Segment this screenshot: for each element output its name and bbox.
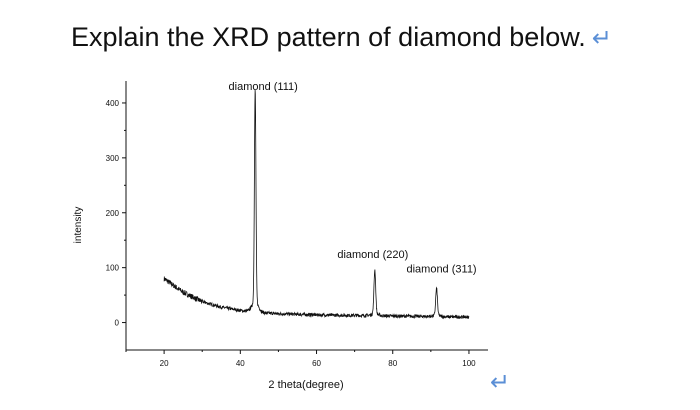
xrd-series-line (163, 89, 470, 320)
y-tick-label: 300 (106, 154, 120, 163)
peak-labels: diamond (111) diamond (220) diamond (311) (229, 81, 477, 275)
question-title: Explain the XRD pattern of diamond below… (71, 22, 612, 53)
x-tick-label: 40 (236, 359, 245, 368)
x-tick-label: 80 (388, 359, 397, 368)
peak-label: diamond (220) (337, 249, 408, 261)
y-tick-label: 0 (115, 319, 120, 328)
x-axis-label: 2 theta(degree) (268, 379, 343, 391)
y-tick-label: 400 (106, 99, 120, 108)
return-arrow-icon: ↵ (591, 24, 612, 52)
x-tick-label: 100 (462, 359, 476, 368)
y-tick-label: 100 (106, 264, 120, 273)
x-tick-label: 60 (312, 359, 321, 368)
return-arrow-icon-bottom: ↵ (490, 368, 511, 396)
y-axis-label: intensity (73, 207, 84, 244)
axis-ticks: 0 100 200 300 400 20 40 60 80 100 (106, 99, 477, 368)
question-text: Explain the XRD pattern of diamond below… (71, 22, 586, 52)
y-tick-label: 200 (106, 209, 120, 218)
x-tick-label: 20 (160, 359, 169, 368)
peak-label: diamond (111) (229, 81, 298, 93)
plot-frame (125, 81, 488, 351)
xrd-pattern (163, 89, 470, 320)
peak-label: diamond (311) (406, 264, 476, 276)
